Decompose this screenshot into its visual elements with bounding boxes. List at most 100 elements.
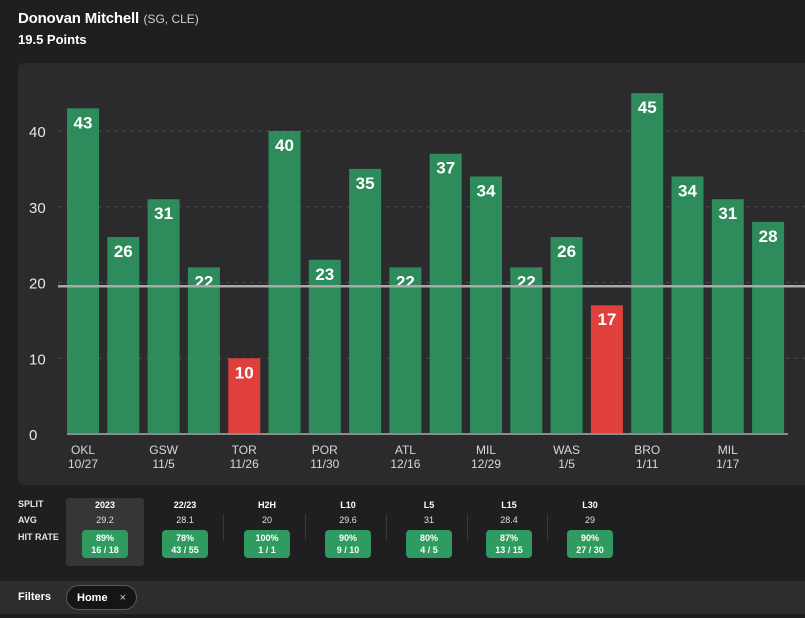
hit-rate-record: 9 / 10 <box>336 545 360 555</box>
bar <box>752 221 785 434</box>
y-tick-label: 0 <box>29 427 37 444</box>
split-divider <box>386 514 387 540</box>
hit-rate-badge: 80% 4 / 5 <box>406 530 452 558</box>
hit-rate-badge: 89% 16 / 18 <box>82 530 128 558</box>
split-name: L10 <box>340 500 356 510</box>
split-column-h2h[interactable]: H2H 20 100% 1 / 1 <box>228 498 306 566</box>
split-name: L15 <box>501 500 517 510</box>
split-avg: 28.1 <box>176 515 194 525</box>
chart-panel: 0 10 20 30 40 43 OKL 10/27 26 31 GSW 11/5 22 10 TOR 11/… <box>18 63 805 485</box>
split-label: SPLIT <box>18 499 44 509</box>
split-avg: 29.2 <box>96 515 114 525</box>
split-name: H2H <box>257 500 276 510</box>
bar-value-label: 17 <box>597 310 616 329</box>
bar-value-label: 43 <box>74 113 93 132</box>
x-date-label: 12/29 <box>471 457 501 471</box>
hit-rate-badge: 90% 27 / 30 <box>567 530 613 558</box>
split-column-l5[interactable]: L5 31 80% 4 / 5 <box>390 498 468 566</box>
filters-bar: Filters Home × <box>0 581 805 614</box>
bar-value-label: 26 <box>114 242 133 261</box>
bar-value-label: 31 <box>718 204 737 223</box>
split-column-2223[interactable]: 22/23 28.1 78% 43 / 55 <box>146 498 224 566</box>
split-avg: 20 <box>261 515 272 525</box>
bar-value-label: 22 <box>517 272 536 291</box>
split-avg: 31 <box>423 515 434 525</box>
bar <box>268 131 301 434</box>
split-column-l15[interactable]: L15 28.4 87% 13 / 15 <box>470 498 548 566</box>
x-team-label: GSW <box>149 443 178 457</box>
split-name: 22/23 <box>173 500 197 510</box>
split-name: L30 <box>582 500 598 510</box>
hit-rate-record: 13 / 15 <box>495 545 523 555</box>
hit-rate-pct: 78% <box>175 533 194 543</box>
bar-value-label: 22 <box>194 272 213 291</box>
split-divider <box>467 514 468 540</box>
x-date-label: 12/16 <box>390 457 420 471</box>
bar <box>349 168 382 434</box>
player-name: Donovan Mitchell <box>18 10 139 27</box>
hit-rate-badge: 87% 13 / 15 <box>486 530 532 558</box>
hit-rate-record: 16 / 18 <box>91 545 119 555</box>
x-date-label: 11/30 <box>310 457 339 471</box>
hit-rate-pct: 87% <box>499 533 518 543</box>
hit-rate-record: 27 / 30 <box>576 545 604 555</box>
hit-rate-pct: 80% <box>419 533 438 543</box>
y-tick-label: 20 <box>29 276 46 293</box>
split-divider <box>547 514 548 540</box>
x-team-label: MIL <box>476 443 496 457</box>
y-tick-label: 10 <box>29 351 46 368</box>
split-avg: 29.6 <box>339 515 357 525</box>
split-name: 2023 <box>94 500 116 510</box>
bar <box>671 176 704 434</box>
bar <box>308 259 341 434</box>
bar <box>107 237 140 434</box>
bar <box>228 358 261 434</box>
x-team-label: WAS <box>553 443 580 457</box>
bar <box>510 267 543 434</box>
split-name: L5 <box>423 500 435 510</box>
bar-value-label: 23 <box>315 265 334 284</box>
split-avg: 29 <box>584 515 595 525</box>
x-date-label: 11/5 <box>152 457 175 471</box>
bar <box>711 199 744 434</box>
x-team-label: MIL <box>718 443 738 457</box>
y-tick-label: 30 <box>29 200 46 217</box>
x-team-label: ATL <box>395 443 416 457</box>
bar-value-label: 31 <box>154 204 173 223</box>
split-divider <box>223 514 224 540</box>
y-tick-label: 40 <box>29 124 46 141</box>
x-date-label: 11/26 <box>230 457 259 471</box>
x-team-label: TOR <box>232 443 257 457</box>
filters-label: Filters <box>18 591 52 603</box>
bar-value-label: 22 <box>396 272 415 291</box>
bar-value-label: 40 <box>275 136 294 155</box>
bar <box>550 237 583 434</box>
bar <box>187 267 220 434</box>
hit-rate-badge: 100% 1 / 1 <box>244 530 290 558</box>
hit-rate-pct: 90% <box>338 533 357 543</box>
hit-rate-pct: 100% <box>255 533 279 543</box>
bar <box>67 108 99 435</box>
bar-value-label: 37 <box>436 159 455 178</box>
filter-chip-home[interactable]: Home × <box>66 585 137 610</box>
x-date-label: 10/27 <box>68 457 98 471</box>
split-avg: 28.4 <box>500 515 518 525</box>
close-icon[interactable]: × <box>119 591 126 604</box>
bar-value-label: 35 <box>356 174 375 193</box>
hit-rate-badge: 78% 43 / 55 <box>162 530 208 558</box>
split-column-2023[interactable]: 2023 29.2 89% 16 / 18 <box>66 498 144 566</box>
bar-value-label: 45 <box>638 98 657 117</box>
splits-table: SPLIT AVG HIT RATE 2023 29.2 89% 16 / 18 22/… <box>0 496 805 568</box>
player-header: Donovan Mitchell (SG, CLE) 19.5 Points <box>18 10 199 47</box>
split-column-l10[interactable]: L10 29.6 90% 9 / 10 <box>309 498 387 566</box>
x-date-label: 1/17 <box>716 457 740 471</box>
x-date-label: 1/11 <box>636 457 659 471</box>
bar <box>389 267 422 434</box>
hit-rate-pct: 90% <box>580 533 599 543</box>
bar <box>590 305 623 434</box>
hit-rate-record: 43 / 55 <box>171 545 199 555</box>
split-column-l30[interactable]: L30 29 90% 27 / 30 <box>551 498 629 566</box>
avg-label: AVG <box>18 515 37 525</box>
x-team-label: OKL <box>71 443 95 457</box>
bar-value-label: 34 <box>678 181 697 200</box>
